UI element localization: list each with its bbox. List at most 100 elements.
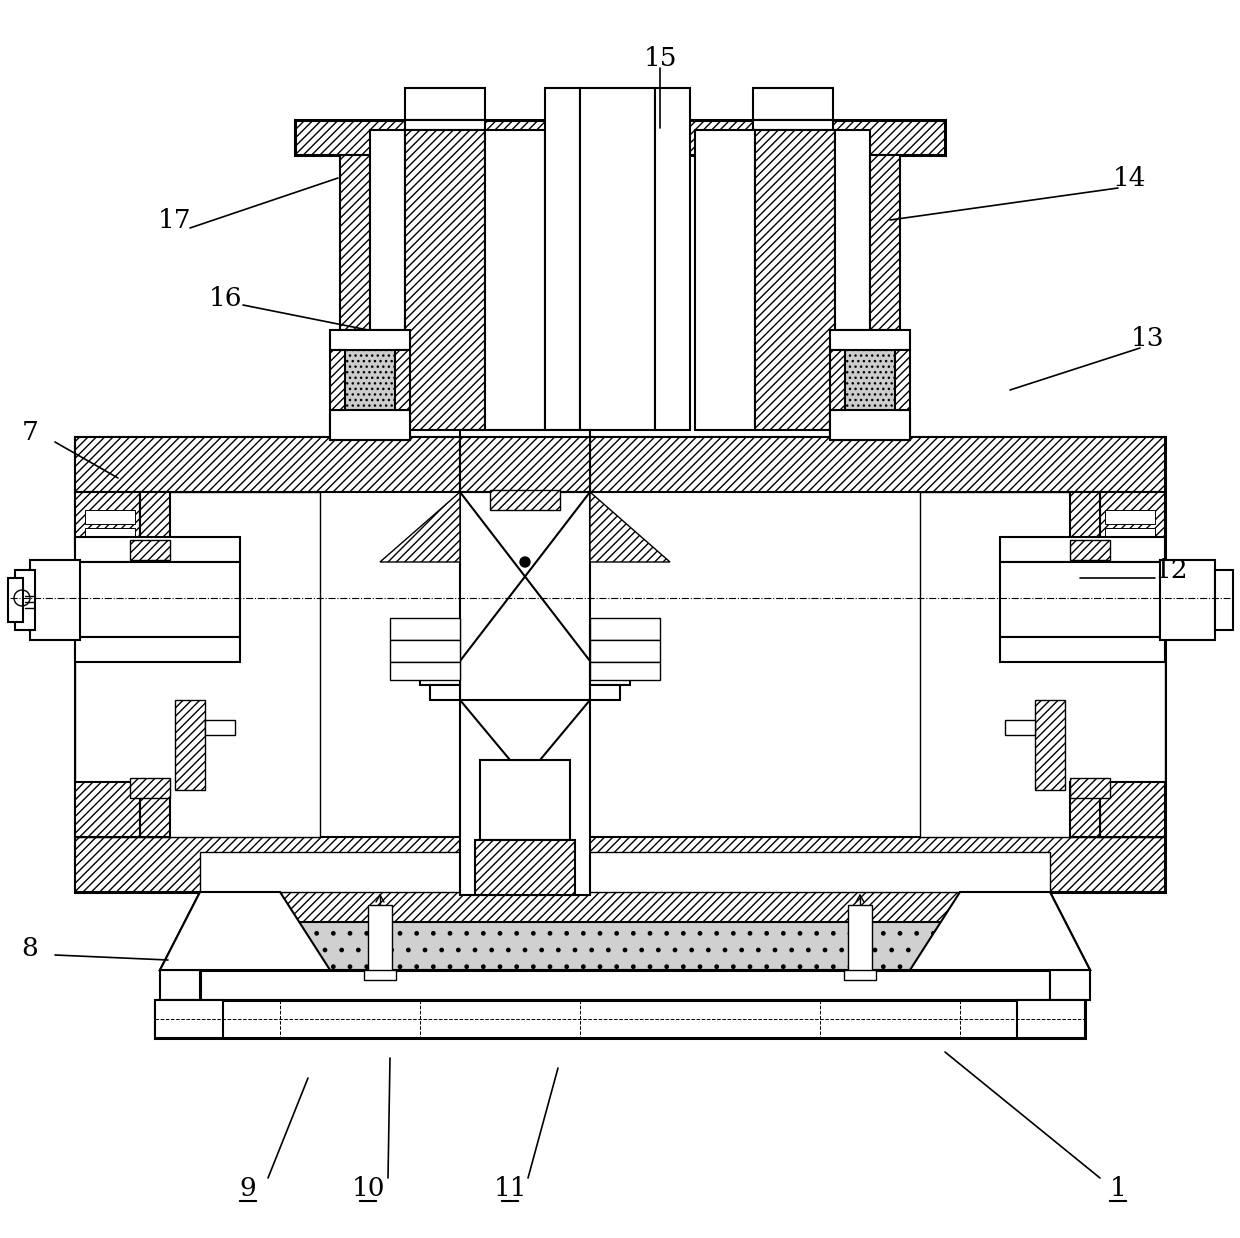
- Bar: [74, 437, 1166, 893]
- Text: 12: 12: [1156, 557, 1189, 583]
- Bar: [200, 893, 1050, 922]
- Bar: [1017, 1000, 1085, 1037]
- Bar: [420, 650, 460, 685]
- Text: 14: 14: [1114, 166, 1147, 191]
- Text: 16: 16: [208, 286, 242, 311]
- Text: 9: 9: [239, 1176, 257, 1201]
- Bar: [490, 490, 560, 510]
- Bar: [330, 350, 345, 410]
- Bar: [86, 527, 135, 542]
- Bar: [1050, 971, 1090, 1000]
- Bar: [590, 618, 660, 640]
- Bar: [74, 562, 241, 638]
- Bar: [368, 905, 392, 976]
- Bar: [590, 685, 620, 699]
- Bar: [920, 491, 1166, 837]
- Text: 10: 10: [351, 1176, 384, 1201]
- Bar: [546, 88, 580, 430]
- Bar: [330, 331, 410, 350]
- Bar: [175, 699, 205, 790]
- Bar: [830, 415, 839, 439]
- Bar: [1004, 721, 1035, 735]
- Bar: [74, 491, 320, 837]
- Bar: [86, 600, 135, 614]
- Polygon shape: [590, 491, 670, 562]
- Bar: [405, 130, 485, 430]
- Bar: [130, 540, 170, 560]
- Bar: [1070, 540, 1110, 560]
- Polygon shape: [379, 491, 460, 562]
- Bar: [1035, 699, 1065, 790]
- Bar: [86, 618, 135, 633]
- Bar: [74, 638, 241, 662]
- Bar: [175, 537, 205, 638]
- Bar: [590, 662, 660, 680]
- Text: 1: 1: [1110, 1176, 1126, 1201]
- Bar: [200, 971, 1050, 1000]
- Bar: [580, 88, 655, 430]
- Bar: [365, 971, 396, 980]
- Polygon shape: [910, 893, 1090, 971]
- Bar: [30, 560, 81, 640]
- Bar: [460, 430, 590, 895]
- Polygon shape: [460, 699, 590, 760]
- Text: 7: 7: [21, 420, 38, 444]
- Bar: [391, 662, 460, 680]
- Bar: [1100, 491, 1166, 547]
- Bar: [1070, 782, 1100, 837]
- Bar: [848, 905, 872, 976]
- Bar: [1105, 527, 1154, 542]
- Bar: [130, 777, 170, 799]
- Bar: [753, 120, 833, 130]
- Bar: [74, 782, 140, 837]
- Bar: [1105, 582, 1154, 595]
- Bar: [839, 415, 910, 439]
- Bar: [430, 685, 460, 699]
- Bar: [391, 640, 460, 662]
- Bar: [830, 410, 910, 439]
- Bar: [74, 437, 1166, 491]
- Bar: [401, 415, 410, 439]
- Bar: [475, 841, 575, 895]
- Text: 8: 8: [21, 936, 38, 961]
- Bar: [999, 562, 1166, 638]
- Bar: [830, 350, 844, 410]
- Bar: [753, 88, 833, 120]
- Bar: [1035, 537, 1065, 638]
- Bar: [340, 331, 401, 420]
- Bar: [74, 537, 241, 562]
- Bar: [895, 350, 910, 410]
- Bar: [1100, 782, 1166, 837]
- Bar: [295, 120, 945, 155]
- Bar: [1215, 569, 1233, 630]
- Bar: [86, 582, 135, 595]
- Bar: [830, 331, 910, 350]
- Bar: [396, 350, 410, 410]
- Bar: [480, 760, 570, 841]
- Bar: [140, 782, 170, 837]
- Text: 11: 11: [494, 1176, 527, 1201]
- Bar: [200, 852, 1050, 893]
- Bar: [405, 120, 485, 130]
- Polygon shape: [160, 893, 1090, 971]
- Text: 17: 17: [159, 208, 192, 233]
- Bar: [755, 130, 835, 430]
- Bar: [1105, 618, 1154, 633]
- Bar: [590, 650, 630, 685]
- Bar: [391, 618, 460, 640]
- Bar: [205, 721, 236, 735]
- Bar: [15, 569, 35, 630]
- Bar: [590, 640, 660, 662]
- Bar: [86, 510, 135, 524]
- Bar: [140, 491, 170, 547]
- Bar: [1105, 546, 1154, 560]
- Circle shape: [520, 557, 529, 567]
- Bar: [485, 130, 546, 430]
- Bar: [7, 578, 24, 621]
- Bar: [835, 130, 870, 430]
- Bar: [340, 155, 370, 430]
- Bar: [86, 565, 135, 578]
- Bar: [1004, 547, 1035, 562]
- Bar: [590, 620, 630, 650]
- Bar: [205, 547, 236, 562]
